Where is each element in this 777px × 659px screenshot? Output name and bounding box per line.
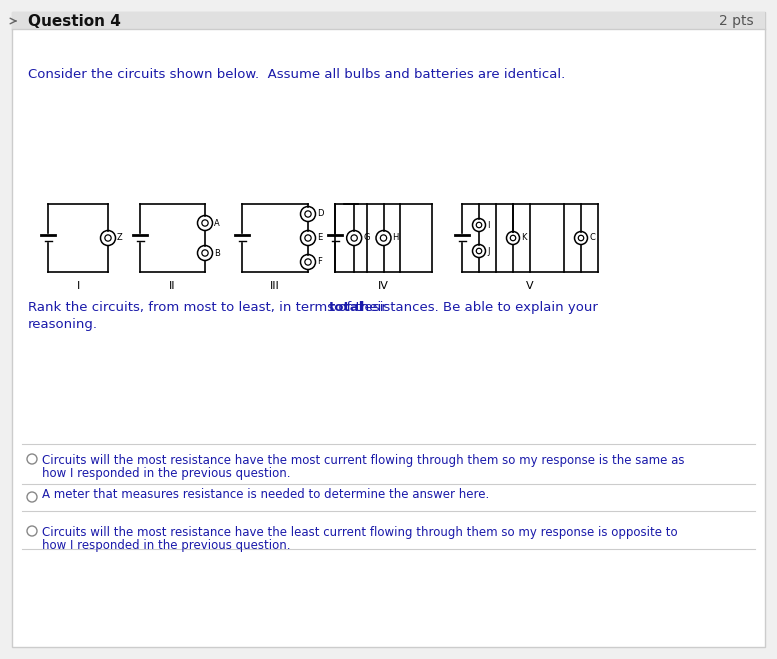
Text: Question 4: Question 4 xyxy=(28,13,121,28)
Text: C: C xyxy=(589,233,595,243)
Text: reasoning.: reasoning. xyxy=(28,318,98,331)
Text: D: D xyxy=(317,210,323,219)
Text: Circuits will the most resistance have the most current flowing through them so : Circuits will the most resistance have t… xyxy=(42,454,685,467)
Text: resistances. Be able to explain your: resistances. Be able to explain your xyxy=(355,301,598,314)
Text: 2 pts: 2 pts xyxy=(720,14,754,28)
FancyBboxPatch shape xyxy=(12,12,765,29)
Text: A meter that measures resistance is needed to determine the answer here.: A meter that measures resistance is need… xyxy=(42,488,490,500)
Text: K: K xyxy=(521,233,527,243)
Text: H: H xyxy=(392,233,399,243)
Text: I: I xyxy=(76,281,79,291)
Text: A: A xyxy=(214,219,220,227)
Text: J: J xyxy=(487,246,490,256)
Text: IV: IV xyxy=(378,281,389,291)
Text: Z: Z xyxy=(117,233,123,243)
Text: V: V xyxy=(526,281,534,291)
Text: F: F xyxy=(317,258,322,266)
Text: Rank the circuits, from most to least, in terms of their: Rank the circuits, from most to least, i… xyxy=(28,301,391,314)
Text: Circuits will the most resistance have the least current flowing through them so: Circuits will the most resistance have t… xyxy=(42,526,678,539)
Text: how I responded in the previous question.: how I responded in the previous question… xyxy=(42,467,291,480)
Text: Consider the circuits shown below.  Assume all bulbs and batteries are identical: Consider the circuits shown below. Assum… xyxy=(28,67,565,80)
Text: G: G xyxy=(363,233,370,243)
Text: E: E xyxy=(317,233,322,243)
Text: I: I xyxy=(487,221,490,229)
Text: B: B xyxy=(214,248,220,258)
Text: II: II xyxy=(169,281,176,291)
Text: how I responded in the previous question.: how I responded in the previous question… xyxy=(42,539,291,552)
Text: III: III xyxy=(270,281,280,291)
Text: total: total xyxy=(329,301,364,314)
FancyBboxPatch shape xyxy=(12,12,765,647)
